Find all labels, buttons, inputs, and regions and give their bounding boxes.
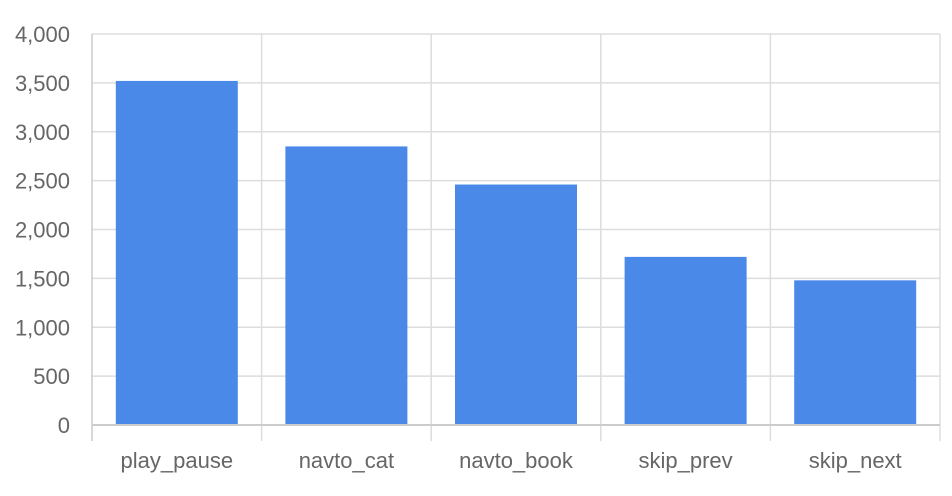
y-tick-label: 4,000 (15, 22, 70, 47)
x-tick-label: navto_cat (299, 448, 394, 473)
y-tick-label: 2,500 (15, 169, 70, 194)
y-tick-label: 3,500 (15, 71, 70, 96)
y-tick-label: 2,000 (15, 218, 70, 243)
x-tick-label: skip_next (809, 448, 902, 473)
y-tick-label: 0 (58, 413, 70, 438)
bar-skip_next[interactable] (794, 280, 917, 425)
x-tick-label: skip_prev (639, 448, 733, 473)
bar-navto_book[interactable] (455, 184, 577, 425)
bar-navto_cat[interactable] (285, 146, 408, 425)
bar-play_pause[interactable] (115, 80, 238, 426)
y-tick-label: 3,000 (15, 120, 70, 145)
x-tick-label: navto_book (459, 448, 574, 473)
y-tick-label: 1,000 (15, 315, 70, 340)
label-layer: 0 500 1,000 1,500 2,000 2,500 3,000 3,500 4,000 p… (15, 22, 902, 473)
y-tick-label: 1,500 (15, 266, 70, 291)
x-tick-label: play_pause (121, 448, 234, 473)
y-tick-label: 500 (33, 364, 70, 389)
bar-layer (115, 80, 917, 426)
bar-skip_prev[interactable] (624, 256, 747, 425)
